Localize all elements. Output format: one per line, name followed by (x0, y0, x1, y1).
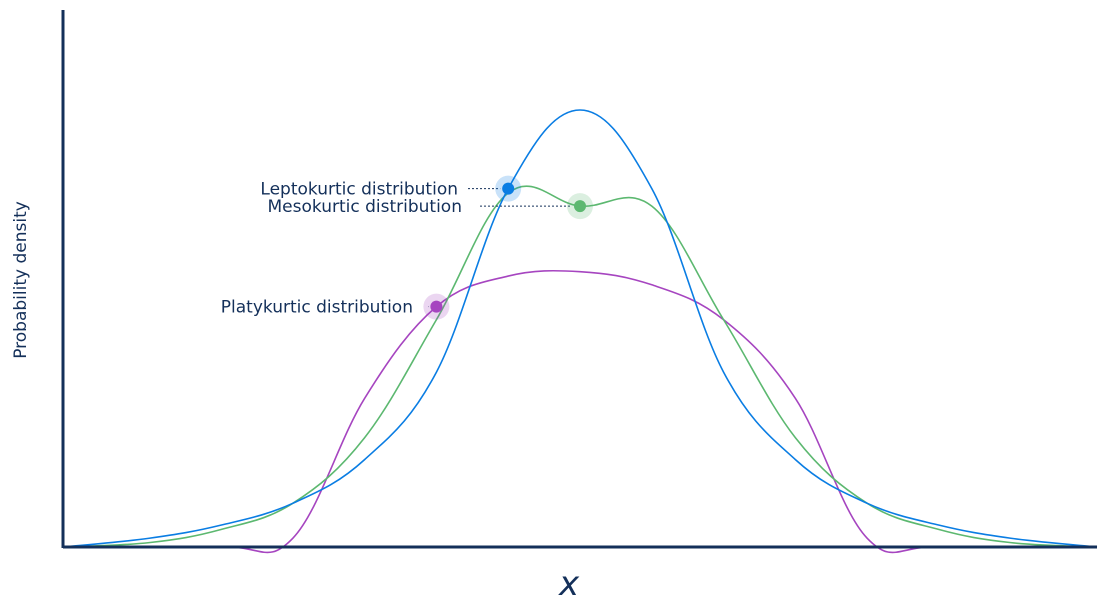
annotation-label-mesokurtic: Mesokurtic distribution (268, 197, 463, 217)
series-line-mesokurtic (62, 185, 1098, 548)
y-axis-label: Probability density (11, 201, 31, 359)
x-axis-label: x (558, 564, 580, 604)
series-line-leptokurtic (62, 109, 1098, 548)
annotation-label-platykurtic: Platykurtic distribution (221, 298, 413, 318)
distribution-curves (62, 109, 1098, 554)
series-line-platykurtic (62, 269, 1098, 554)
annotation-point-mesokurtic (574, 200, 586, 213)
annotation-point-platykurtic (430, 300, 443, 313)
annotation-point-leptokurtic (502, 182, 515, 195)
annotation-label-leptokurtic: Leptokurtic distribution (260, 180, 458, 200)
axes (61, 10, 1097, 549)
